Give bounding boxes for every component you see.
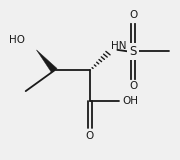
Text: HN: HN (111, 41, 126, 51)
Text: O: O (129, 81, 137, 91)
Text: OH: OH (122, 96, 138, 106)
Polygon shape (36, 50, 57, 72)
Text: S: S (130, 45, 137, 58)
Text: O: O (86, 131, 94, 141)
Text: HO: HO (9, 35, 25, 44)
Text: O: O (129, 10, 137, 20)
